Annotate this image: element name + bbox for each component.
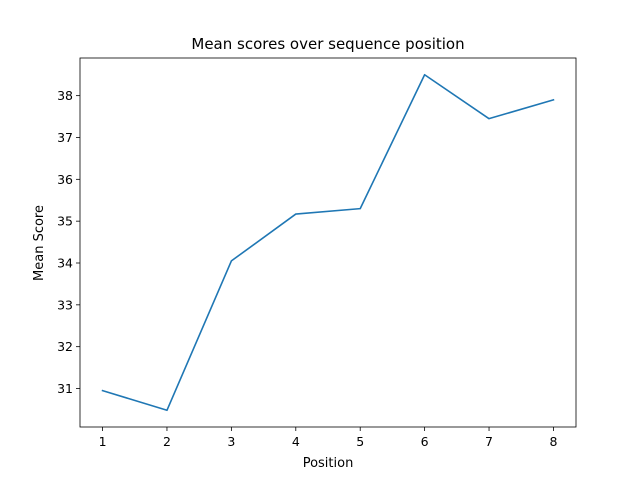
y-tick-label: 36: [57, 172, 73, 187]
x-tick-label: 2: [163, 434, 171, 449]
y-tick-label: 38: [57, 88, 73, 103]
y-ticks: 31 32 33 34 35 36 37 38: [57, 88, 80, 396]
x-tick-label: 6: [421, 434, 429, 449]
y-tick-label: 32: [57, 339, 73, 354]
x-tick-label: 5: [356, 434, 364, 449]
y-tick-label: 35: [57, 214, 73, 229]
series-line: [101, 73, 555, 412]
y-tick-label: 31: [57, 381, 73, 396]
plot-area: [80, 58, 576, 427]
y-axis-label: Mean Score: [32, 205, 47, 281]
x-tick-label: 4: [292, 434, 300, 449]
y-tick-label: 37: [57, 130, 73, 145]
x-axis-label: Position: [303, 456, 354, 471]
x-tick-label: 3: [227, 434, 235, 449]
x-tick-label: 7: [485, 434, 493, 449]
y-tick-label: 33: [57, 297, 73, 312]
plot-frame: [79, 57, 577, 428]
x-tick-label: 8: [549, 434, 557, 449]
x-ticks: 1 2 3 4 5 6 7 8: [99, 427, 557, 449]
chart-title: Mean scores over sequence position: [191, 35, 464, 53]
y-tick-label: 34: [57, 256, 73, 271]
x-tick-label: 1: [99, 434, 107, 449]
